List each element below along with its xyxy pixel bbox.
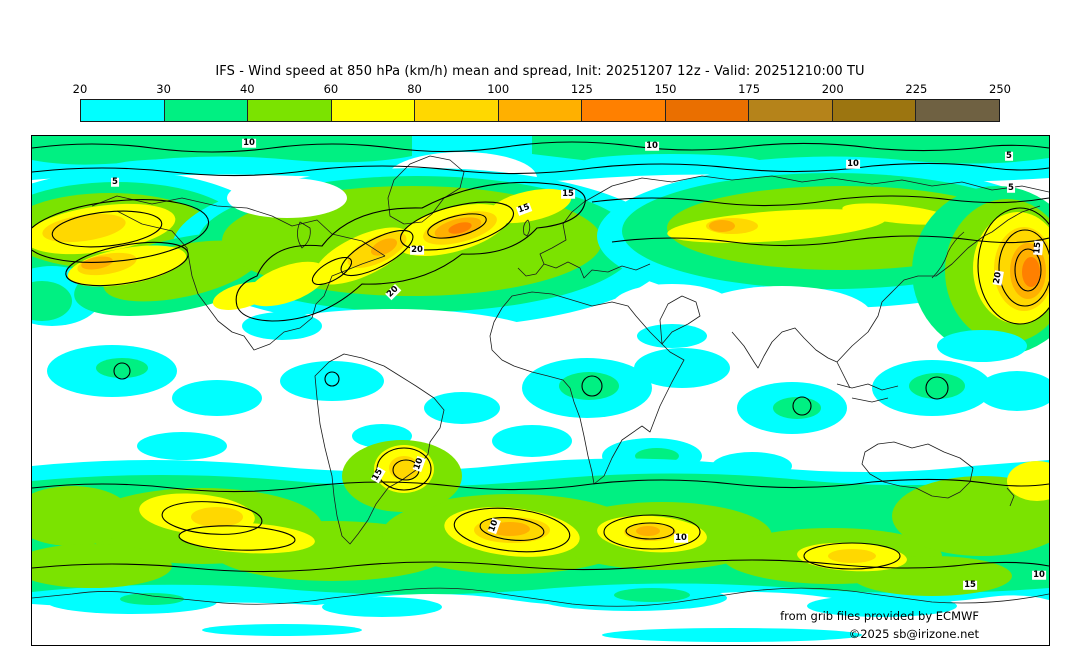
contour-label: 5 [111,176,119,187]
contour-lines [32,141,1049,573]
page-title: IFS - Wind speed at 850 hPa (km/h) mean … [215,64,865,79]
colorbar-segment-175-200 [749,100,833,121]
contour-label: 20 [410,244,424,255]
contour-label: 10 [846,158,860,169]
colorbar-segment-100-125 [498,100,583,121]
colorbar-tick-250: 250 [989,82,1011,96]
contour-label: 10 [242,137,256,148]
map-canvas: from grib files provided by ECMWF ©2025 … [31,135,1050,646]
colorbar-tick-100: 100 [487,82,510,96]
colorbar-tick-60: 60 [323,82,339,96]
colorbar-tick-80: 80 [407,82,422,96]
attribution-source: from grib files provided by ECMWF [780,609,979,623]
colorbar-segment-80-100 [415,100,499,121]
colorbar-tick-20: 20 [72,82,88,96]
contour-label: 10 [645,140,659,151]
colorbar-tick-175: 175 [738,82,761,96]
colorbar-segment-225-250 [916,100,1000,121]
colorbar-segment-40-60 [248,100,332,121]
colorbar-segment-20-30 [81,100,165,121]
colorbar-ticks: 20 30 40 60 80 100 125 150 175 200 225 250 [73,82,1011,96]
colorbar-segment-60-80 [331,100,416,121]
colorbar-tick-150: 150 [654,82,677,96]
contour-label: 20 [991,270,1004,286]
contour-label: 10 [674,532,688,543]
contour-label: 15 [561,188,575,199]
colorbar-segment-200-225 [832,100,917,121]
colorbar-tick-40: 40 [239,82,255,96]
contour-label: 5 [1005,150,1013,161]
colorbar-segments [80,99,1000,122]
coastlines [32,155,1049,607]
colorbar-tick-200: 200 [821,82,844,96]
world-wind-map [32,136,1049,645]
attribution-copyright: ©2025 sb@irizone.net [848,627,979,641]
colorbar-segment-30-40 [164,100,249,121]
contour-label: 15 [1032,240,1044,256]
contour-label: 15 [963,579,977,590]
colorbar-tick-225: 225 [905,82,928,96]
colorbar-tick-30: 30 [156,82,171,96]
colorbar-segment-150-175 [665,100,750,121]
contour-label: 10 [1032,569,1046,580]
colorbar-tick-125: 125 [570,82,593,96]
colorbar-segment-125-150 [582,100,666,121]
contour-label: 5 [1007,182,1015,193]
